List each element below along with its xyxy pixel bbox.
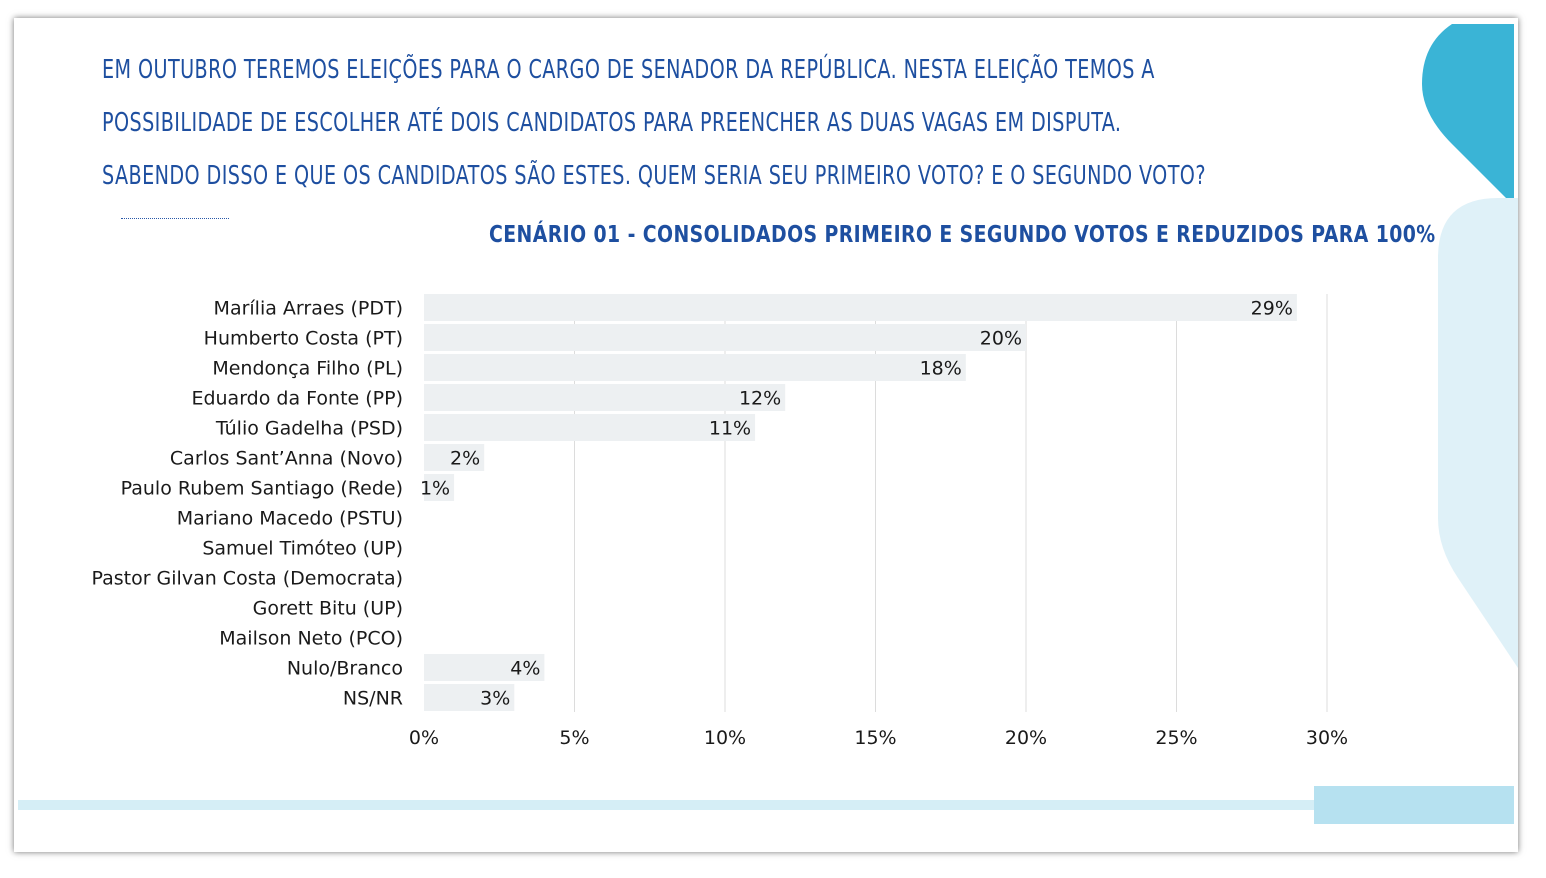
- slide: EM OUTUBRO TEREMOS ELEIÇÕES PARA O CARGO…: [14, 18, 1518, 852]
- category-label: Carlos Sant’Anna (Novo): [170, 448, 403, 470]
- x-tick-label: 0%: [409, 727, 439, 749]
- bar: [424, 474, 455, 501]
- question-line-3: SABENDO DISSO E QUE OS CANDIDATOS SÃO ES…: [102, 161, 1206, 191]
- category-label: Humberto Costa (PT): [204, 328, 403, 350]
- category-label: Pastor Gilvan Costa (Democrata): [91, 568, 403, 590]
- question-line-1: EM OUTUBRO TEREMOS ELEIÇÕES PARA O CARGO…: [102, 55, 1155, 85]
- data-label: 11%: [709, 418, 751, 440]
- data-label: 29%: [1251, 298, 1293, 320]
- x-tick-label: 20%: [1005, 727, 1047, 749]
- bar: [424, 354, 966, 381]
- category-label: Túlio Gadelha (PSD): [215, 418, 403, 440]
- dotted-divider: [121, 218, 229, 219]
- x-tick-label: 5%: [559, 727, 589, 749]
- x-tick-label: 30%: [1306, 727, 1348, 749]
- bar: [424, 384, 786, 411]
- decorative-bottom-bar: [18, 800, 1440, 810]
- data-label: 2%: [450, 448, 480, 470]
- question-text: EM OUTUBRO TEREMOS ELEIÇÕES PARA O CARGO…: [102, 44, 1206, 203]
- data-label: 12%: [739, 388, 781, 410]
- bar: [424, 684, 515, 711]
- decorative-shape-right: [1438, 198, 1518, 668]
- category-label: Mariano Macedo (PSTU): [177, 508, 403, 530]
- data-label: 3%: [480, 688, 510, 710]
- x-tick-label: 25%: [1155, 727, 1197, 749]
- category-label: NS/NR: [343, 688, 403, 710]
- bar: [424, 654, 545, 681]
- category-label: Marília Arraes (PDT): [214, 298, 403, 320]
- x-tick-label: 10%: [704, 727, 746, 749]
- data-label: 4%: [510, 658, 540, 680]
- category-label: Gorett Bitu (UP): [253, 598, 403, 620]
- category-label: Mailson Neto (PCO): [219, 628, 403, 650]
- data-label: 1%: [420, 478, 450, 500]
- category-label: Paulo Rubem Santiago (Rede): [121, 478, 403, 500]
- decorative-shape-top: [1422, 24, 1514, 206]
- bar: [424, 294, 1297, 321]
- category-label: Mendonça Filho (PL): [212, 358, 403, 380]
- category-label: Nulo/Branco: [287, 658, 403, 680]
- bar: [424, 414, 756, 441]
- x-tick-label: 15%: [854, 727, 896, 749]
- question-line-2: POSSIBILIDADE DE ESCOLHER ATÉ DOIS CANDI…: [102, 108, 1122, 138]
- data-label: 18%: [920, 358, 962, 380]
- category-label: Samuel Timóteo (UP): [202, 538, 403, 560]
- decorative-bottom-box: [1314, 786, 1514, 824]
- data-label: 20%: [980, 328, 1022, 350]
- category-label: Eduardo da Fonte (PP): [191, 388, 403, 410]
- bar: [424, 444, 485, 471]
- bar: [424, 324, 1026, 351]
